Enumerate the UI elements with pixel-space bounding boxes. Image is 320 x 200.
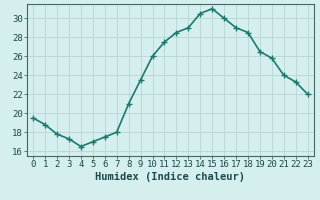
X-axis label: Humidex (Indice chaleur): Humidex (Indice chaleur)	[95, 172, 245, 182]
